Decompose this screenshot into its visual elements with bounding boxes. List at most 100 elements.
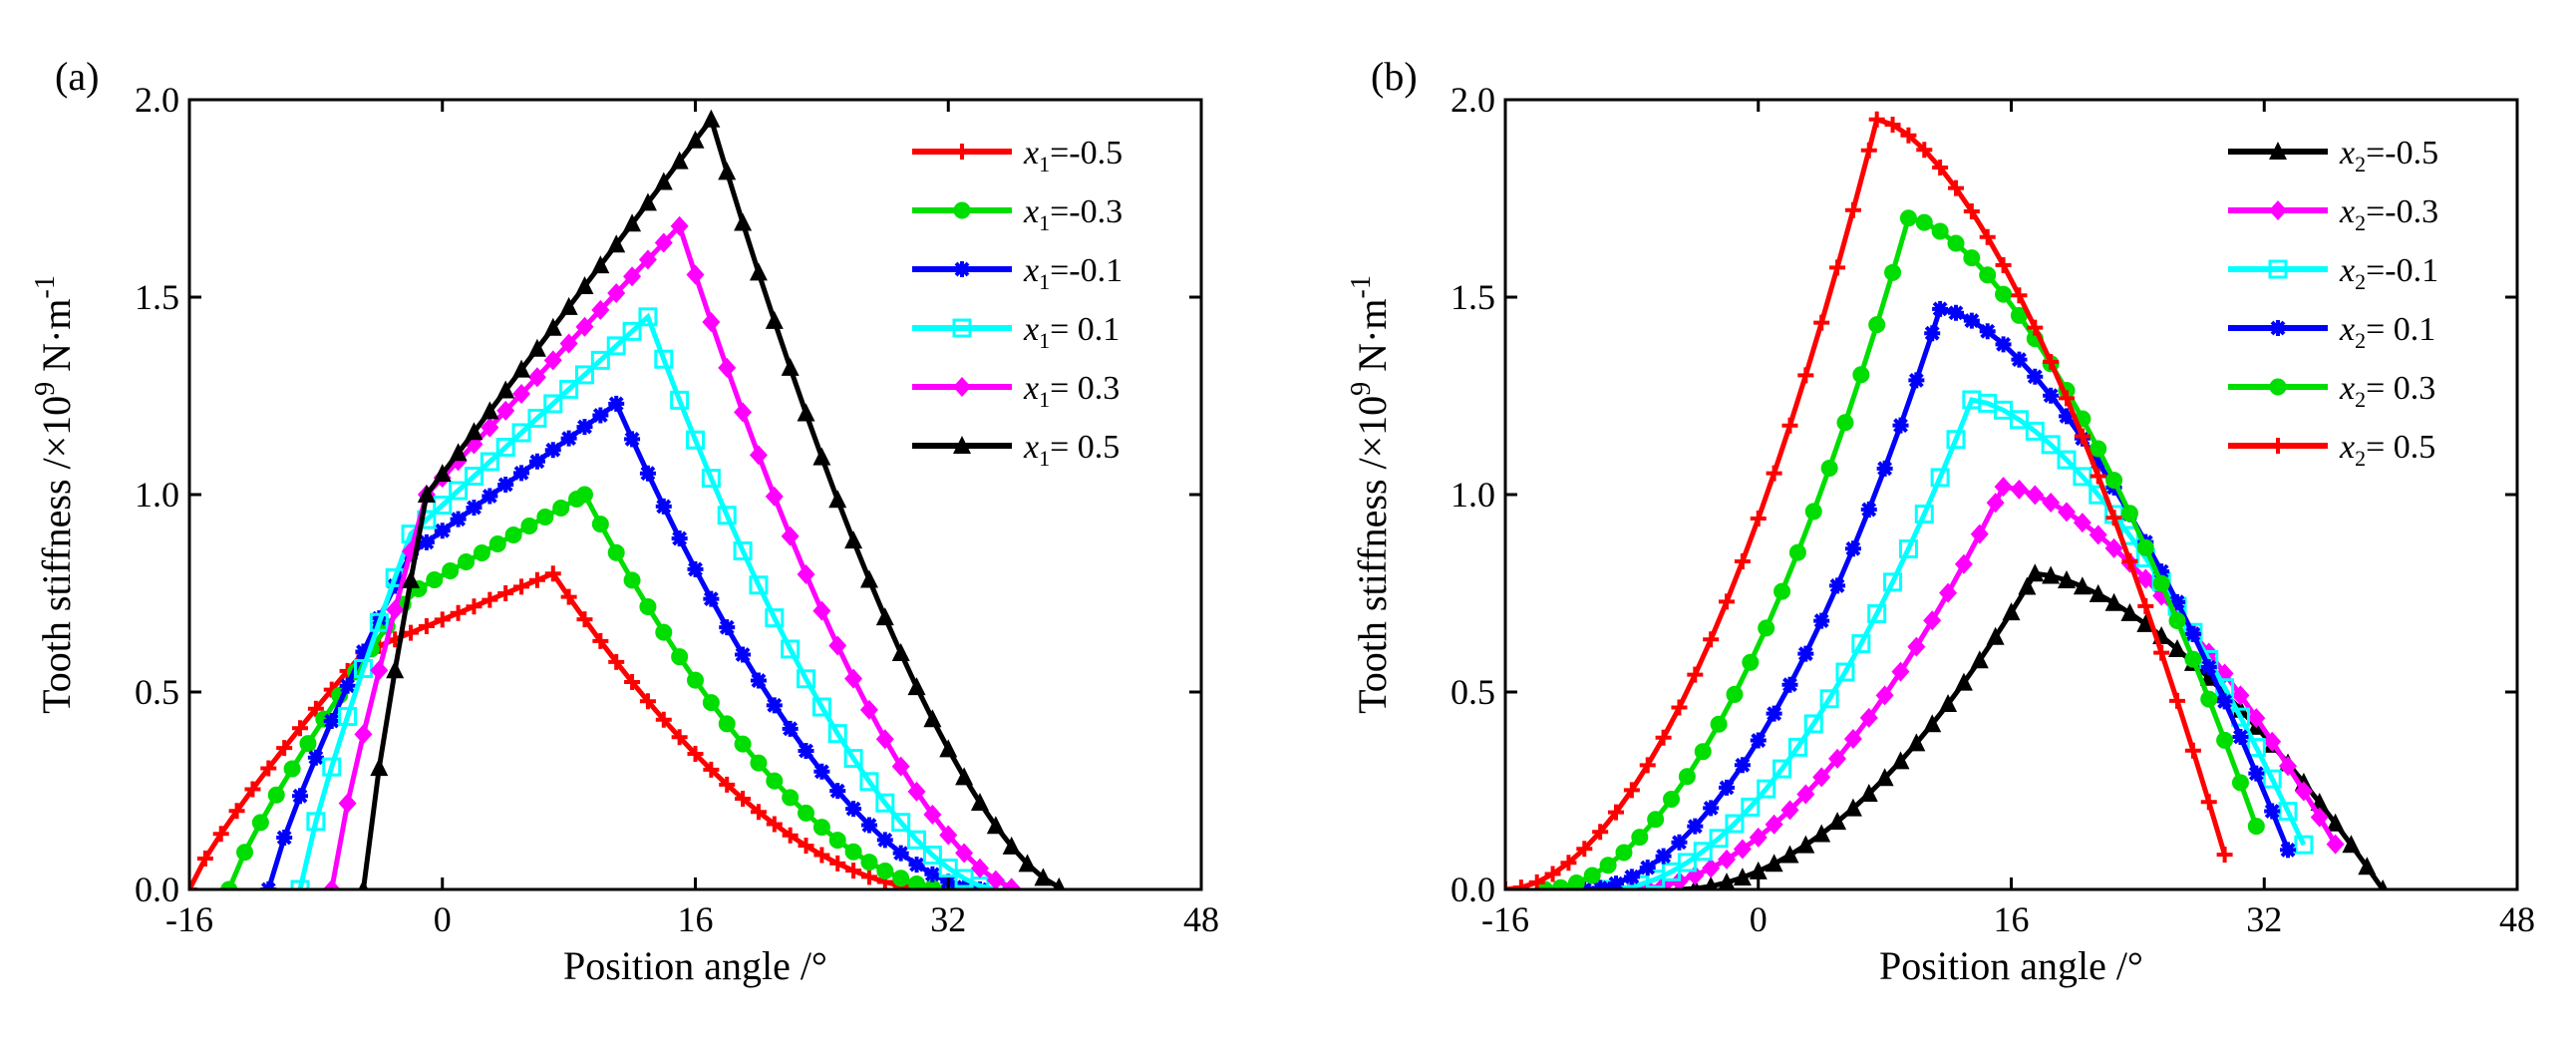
data-point [1780,800,1799,821]
data-point [1018,854,1037,872]
data-point [1995,336,2012,353]
data-point [1979,228,1996,245]
data-point [843,749,863,769]
data-point [1915,213,1933,231]
data-point [1946,430,1966,450]
data-point [2184,625,2201,642]
series-line-3 [1584,305,2291,889]
data-point [1608,875,1625,889]
data-point [1900,127,1917,144]
data-point [607,283,626,304]
data-point [220,880,238,889]
data-point [622,321,642,341]
x-tick-label: 48 [1183,899,1219,939]
data-point [639,598,657,616]
data-point [1970,650,1989,669]
legend-marker [2269,200,2287,220]
data-point [482,488,498,505]
x-tick-label: -16 [1481,899,1529,939]
data-point [812,819,830,837]
data-point [236,844,254,862]
data-point [2169,593,2186,610]
data-point [1867,604,1887,624]
data-point [2010,479,2029,500]
data-point [1718,849,1737,870]
data-point [765,310,784,329]
data-point [1836,414,1854,432]
data-point [702,694,720,712]
data-point [1599,857,1617,874]
data-point [671,529,688,546]
data-point [607,234,626,253]
data-point [497,585,514,601]
data-point [1647,811,1665,829]
data-point [1875,685,1894,706]
data-point [2025,421,2045,441]
data-point [338,793,357,814]
data-point [924,866,941,882]
data-point [844,668,863,689]
data-point [403,624,420,641]
data-point [527,338,546,357]
data-point [686,430,705,450]
data-point [891,813,911,833]
y-axis-title: Tooth stiffness /×109 N·m-1 [1346,275,1395,714]
data-point [781,357,800,376]
data-point [624,673,641,690]
data-point [955,767,974,786]
data-point [495,437,515,457]
data-point [734,735,752,753]
data-point [829,855,846,872]
legend: x2=-0.5 x2=-0.3 x2=-0.1 x2= 0.1 x2= 0.3 x2= 0… [2228,135,2438,471]
data-point [1820,459,1838,477]
data-point [1552,878,1570,889]
data-point [1719,593,1736,610]
data-point [654,349,674,369]
data-point [1544,866,1561,882]
data-point [442,562,460,579]
data-point [1908,372,1925,389]
data-point [2246,738,2266,758]
x-tick-label: 32 [930,899,966,939]
data-point [1891,661,1910,682]
data-point [464,467,483,487]
y-tick-label: 2.0 [135,80,179,120]
data-point [639,465,656,482]
data-point [244,781,261,798]
data-point [1859,784,1878,803]
data-point [592,407,609,424]
data-point [608,653,625,670]
data-point [2136,568,2155,589]
data-point [798,804,815,822]
data-point [434,523,451,539]
data-point [1907,733,1926,752]
data-point [1687,818,1704,835]
legend-marker [952,318,972,338]
data-point [1583,867,1601,884]
data-point [1828,748,1847,769]
data-point [511,423,531,443]
data-point [1804,503,1822,521]
data-point [986,870,1005,889]
data-point [766,697,783,714]
data-point [608,395,625,412]
data-point [560,588,577,605]
data-point [782,827,799,844]
data-point [1608,804,1625,821]
data-point [1598,879,1618,889]
legend-marker [954,144,970,160]
data-point [559,296,578,315]
data-point [638,249,657,270]
data-point [1963,312,1980,329]
data-point [1923,714,1942,733]
data-point [955,843,974,864]
panel-label: (b) [1371,54,1418,99]
data-point [671,729,688,746]
data-point [1796,784,1815,805]
data-point [875,793,895,813]
data-point [434,611,451,628]
data-point [2294,835,2314,855]
x-tick-label: 0 [1750,899,1768,939]
legend-label: x2= 0.3 [2339,370,2435,412]
data-point [196,851,213,868]
